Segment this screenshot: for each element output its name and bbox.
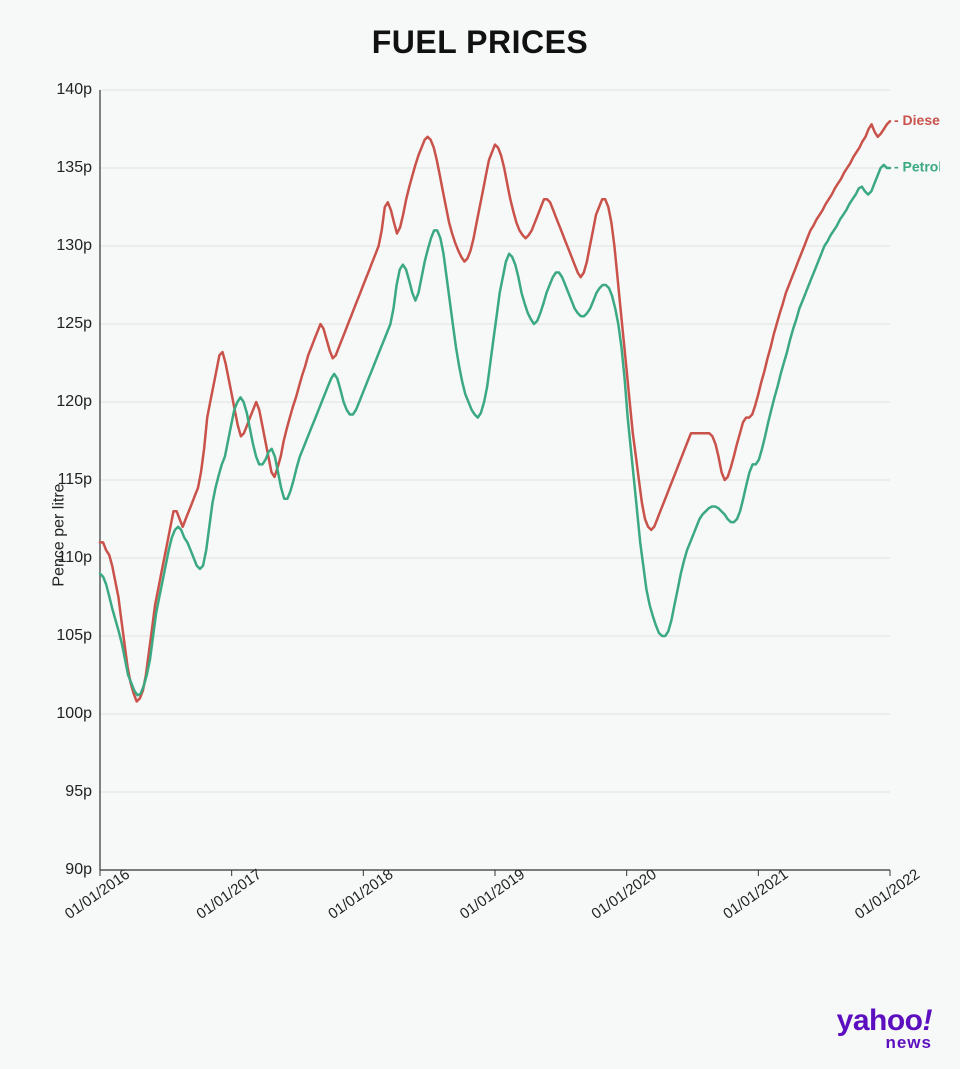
- x-tick-label: 01/01/2021: [720, 866, 791, 923]
- y-tick-label: 100p: [56, 705, 92, 722]
- x-tick-label: 01/01/2019: [457, 866, 528, 923]
- y-tick-label: 140p: [56, 81, 92, 98]
- y-tick-label: 110p: [58, 549, 93, 566]
- x-tick-label: 01/01/2018: [325, 866, 396, 923]
- x-tick-label: 01/01/2017: [193, 866, 264, 923]
- y-tick-label: 130p: [56, 237, 92, 254]
- x-tick-label: 01/01/2022: [852, 866, 923, 923]
- y-tick-label: 95p: [65, 783, 92, 800]
- series-petrol: [100, 165, 890, 695]
- logo-brand: yahoo!: [837, 1006, 932, 1036]
- line-chart: 90p 95p 100p 105p 110p 115p 120p 125p 130p 135p 14…: [40, 80, 940, 960]
- y-tick-label: 90p: [65, 861, 92, 878]
- y-tick-label: 105p: [56, 627, 92, 644]
- y-tick-label: 135p: [56, 159, 92, 176]
- y-tick-label: 125p: [56, 315, 92, 332]
- legend-diesel: - Diesel: [894, 112, 940, 128]
- y-tick-label: 115p: [58, 471, 93, 488]
- y-tick-label: 120p: [56, 393, 92, 410]
- source-logo: yahoo! news: [837, 1006, 932, 1051]
- chart-title: FUEL PRICES: [0, 24, 960, 61]
- chart-svg: 90p 95p 100p 105p 110p 115p 120p 125p 130p 135p 14…: [40, 80, 940, 960]
- legend-petrol: - Petrol: [894, 159, 940, 175]
- x-tick-label: 01/01/2020: [588, 866, 659, 923]
